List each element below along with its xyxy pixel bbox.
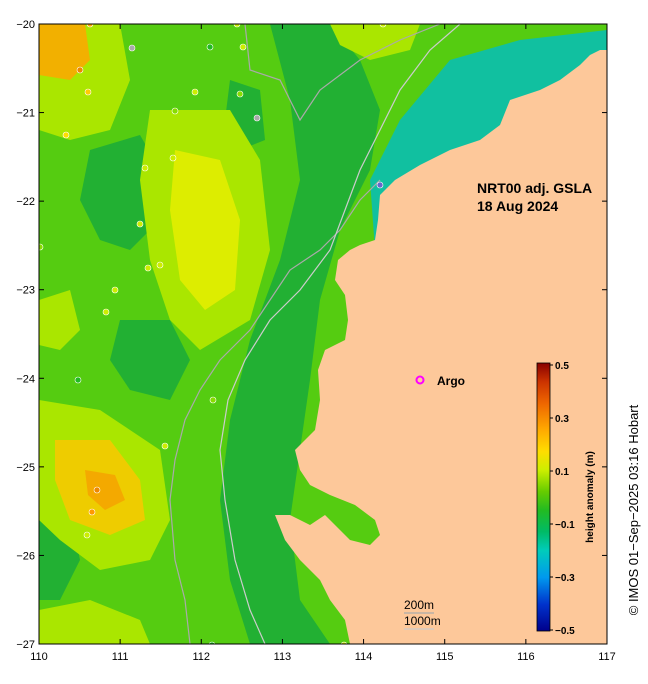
observation-marker (88, 508, 96, 516)
contour-legend-200m: 200m (404, 598, 434, 612)
colorbar-tick-label: −0.1 (555, 520, 575, 531)
colorbar: 0.5 0.3 0.1 −0.1 −0.3 −0.5 height anomaly (m) (536, 361, 596, 637)
copyright-label: © IMOS 01−Sep−2025 03:16 Hobart (626, 404, 641, 615)
plot-area (39, 24, 607, 644)
latitude-axis: −20 −21 −22 −23 −24 −25 −26 −27 (16, 19, 607, 651)
lat-tick-label: −23 (16, 285, 35, 297)
anomaly-band-high-core-1 (170, 150, 240, 310)
observation-marker (128, 44, 136, 52)
observation-marker (102, 308, 110, 316)
observation-marker (86, 24, 94, 28)
contour-legend-1000m: 1000m (404, 614, 441, 628)
colorbar-labels: 0.5 0.3 0.1 −0.1 −0.3 −0.5 (550, 361, 575, 637)
observation-marker (191, 88, 199, 96)
lon-tick-label: 113 (274, 651, 292, 663)
anomaly-band-low (220, 24, 380, 644)
observation-marker (239, 43, 247, 51)
observation-marker (144, 264, 152, 272)
colorbar-tick-label: 0.3 (555, 414, 569, 425)
lon-tick-label: 115 (436, 651, 454, 663)
colorbar-tick-label: −0.5 (555, 626, 575, 637)
observation-marker (233, 24, 241, 28)
anomaly-band-high-4 (39, 600, 150, 644)
anomaly-band-low-3 (110, 320, 190, 400)
anomaly-band-high-peak-2 (85, 470, 125, 510)
argo-legend-label: Argo (437, 374, 465, 388)
colorbar-tick-label: −0.3 (555, 573, 575, 584)
observation-marker (156, 261, 164, 269)
observation-marker (136, 220, 144, 228)
observation-marker (169, 154, 177, 162)
map-title-line2: 18 Aug 2024 (477, 198, 558, 214)
observation-marker (376, 181, 384, 189)
lat-tick-label: −20 (16, 19, 35, 31)
lon-tick-label: 117 (598, 651, 616, 663)
anomaly-band-high-5 (330, 24, 420, 60)
observation-marker (84, 88, 92, 96)
lon-tick-label: 116 (517, 651, 535, 663)
contour-200m (169, 24, 441, 644)
observation-marker (111, 286, 119, 294)
colorbar-tick-label: 0.5 (555, 361, 569, 372)
observation-marker (208, 641, 216, 644)
colorbar-title: height anomaly (m) (585, 451, 596, 543)
map-title-line1: NRT00 adj. GSLA (477, 180, 592, 196)
observation-marker (236, 90, 244, 98)
lon-tick-label: 112 (193, 651, 211, 663)
lat-tick-label: −22 (16, 196, 35, 208)
colorbar-gradient (536, 362, 551, 632)
observation-marker (39, 243, 44, 251)
observation-marker (83, 531, 91, 539)
anomaly-band-high-6 (39, 290, 80, 350)
observation-marker (379, 24, 387, 28)
lat-tick-label: −27 (16, 639, 35, 651)
lon-tick-label: 110 (30, 651, 48, 663)
argo-marker (415, 375, 425, 385)
observation-marker (62, 131, 70, 139)
observation-marker (253, 114, 261, 122)
plot-frame (38, 23, 608, 645)
longitude-axis: 110 111 112 113 114 115 116 117 (30, 24, 616, 663)
observation-marker (340, 641, 348, 644)
lat-tick-label: −26 (16, 550, 35, 562)
contour-1000m (219, 24, 461, 644)
observation-marker (141, 164, 149, 172)
observation-marker (76, 66, 84, 74)
observation-marker (161, 442, 169, 450)
lat-tick-label: −25 (16, 462, 35, 474)
observation-markers (39, 24, 387, 644)
observation-marker (209, 396, 217, 404)
observation-marker (171, 107, 179, 115)
australia-land (275, 24, 607, 644)
lon-tick-label: 114 (355, 651, 373, 663)
lat-tick-label: −21 (16, 108, 35, 120)
lon-tick-label: 111 (112, 651, 129, 663)
observation-marker (93, 486, 101, 494)
observation-marker (206, 43, 214, 51)
observation-marker (74, 376, 82, 384)
colorbar-tick-label: 0.1 (555, 467, 569, 478)
lat-tick-label: −24 (16, 373, 35, 385)
anomaly-band-high-core-3 (39, 24, 90, 80)
